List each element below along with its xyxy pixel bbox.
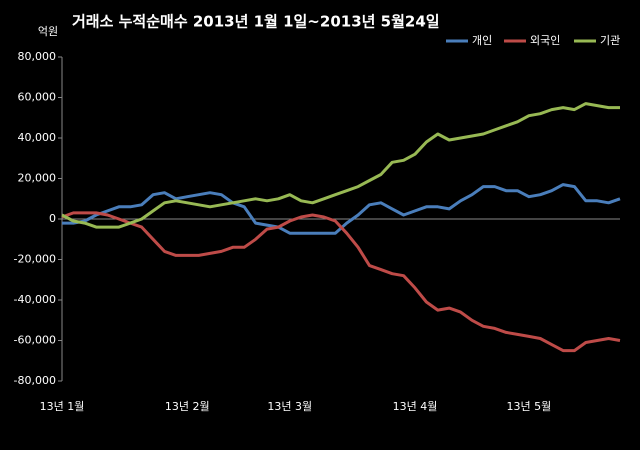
y-tick-label: -60,000 [14,334,56,347]
y-tick-label: 40,000 [18,131,57,144]
y-tick-label: 80,000 [18,50,57,63]
y-tick-label: -80,000 [14,374,56,387]
x-tick-label: 13년 3월 [267,400,312,413]
y-tick-label: -20,000 [14,253,56,266]
y-tick-label: 60,000 [18,91,57,104]
x-tick-label: 13년 1월 [40,400,85,413]
legend-label: 외국인 [530,34,560,47]
y-tick-label: 0 [49,212,56,225]
chart-title: 거래소 누적순매수 2013년 1월 1일~2013년 5월24일 [72,13,440,31]
y-tick-label: 20,000 [18,172,57,185]
series-line [61,211,621,353]
x-tick-label: 13년 5월 [507,400,552,413]
legend-label: 기관 [600,34,620,47]
legend-label: 개인 [472,34,492,47]
x-tick-label: 13년 2월 [165,400,210,413]
series-line [61,102,620,229]
y-axis-label: 억원 [38,25,58,38]
x-tick-label: 13년 4월 [393,400,438,413]
y-tick-label: -40,000 [14,293,56,306]
